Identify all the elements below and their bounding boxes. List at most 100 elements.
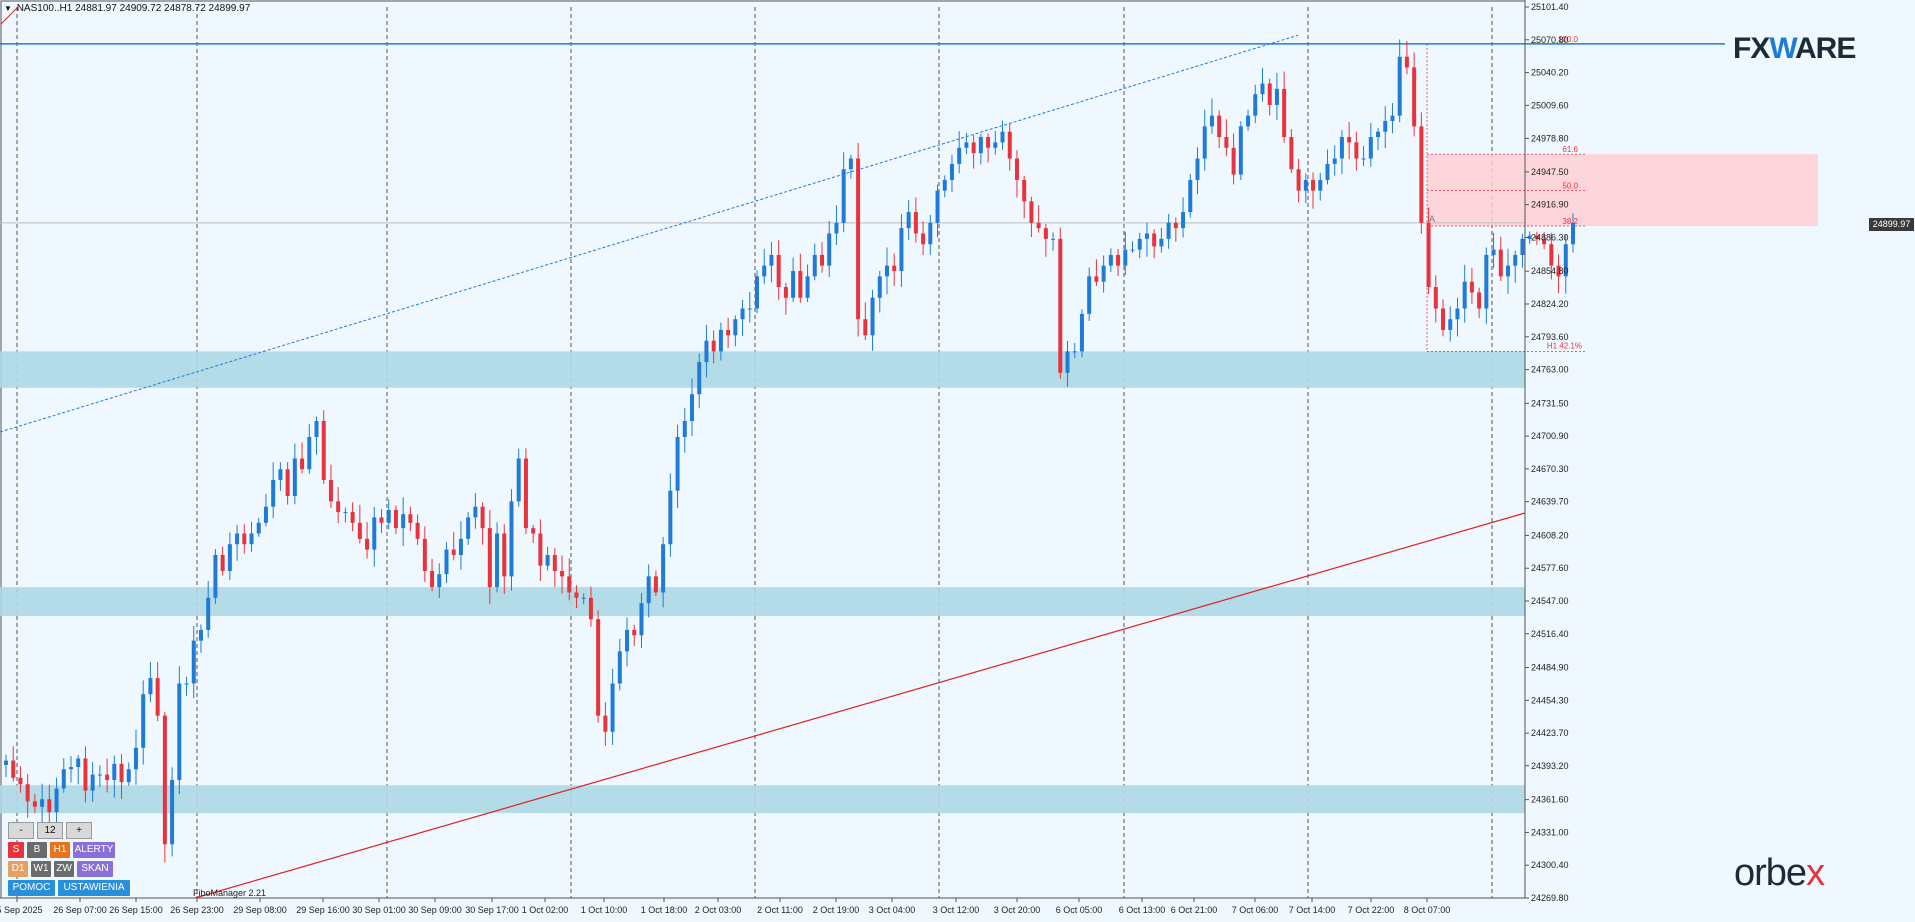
candle-body-84 xyxy=(610,683,615,732)
candle-body-48 xyxy=(350,512,355,523)
candle-body-140 xyxy=(1014,158,1019,180)
candle-body-85 xyxy=(617,651,622,684)
y-tick-label-16: 24608.20 xyxy=(1531,530,1569,540)
candle-body-44 xyxy=(321,421,326,480)
candle-body-204 xyxy=(1477,292,1482,309)
y-tick-label-15: 24639.70 xyxy=(1531,497,1569,507)
candle-body-105 xyxy=(762,265,767,277)
candle-body-10 xyxy=(76,758,81,768)
candle-body-195 xyxy=(1412,67,1417,127)
candle-body-61 xyxy=(444,549,449,575)
panel-button-s[interactable]: S xyxy=(8,842,24,858)
candle-body-28 xyxy=(206,597,211,630)
current-price-tag: 24899.97 xyxy=(1869,218,1914,231)
candle-body-65 xyxy=(473,506,478,518)
candle-body-54 xyxy=(393,509,398,529)
candle-body-8 xyxy=(61,769,66,789)
candle-body-124 xyxy=(899,228,904,271)
candle-body-96 xyxy=(697,362,702,395)
panel-button-pomoc[interactable]: POMOC xyxy=(8,880,55,896)
candle-body-17 xyxy=(126,769,131,783)
candle-body-191 xyxy=(1383,121,1388,132)
candle-body-216 xyxy=(1563,244,1568,277)
candle-body-192 xyxy=(1390,115,1395,121)
y-tick-label-26: 24300.40 xyxy=(1531,860,1569,870)
candle-body-177 xyxy=(1282,88,1287,138)
x-tick-label-14: 2 Oct 19:00 xyxy=(813,905,860,915)
panel-button-ustawienia[interactable]: USTAWIENIA xyxy=(58,880,130,896)
candlesticks[interactable] xyxy=(4,39,1575,863)
candle-body-209 xyxy=(1513,254,1518,266)
y-tick-label-27: 24269.80 xyxy=(1531,893,1569,903)
candle-body-15 xyxy=(112,763,117,780)
candle-body-211 xyxy=(1527,235,1532,239)
collapse-triangle-icon[interactable]: ▼ xyxy=(4,4,12,13)
candle-body-126 xyxy=(913,212,918,234)
fib-level-label-2: 50.0 xyxy=(1562,182,1578,191)
x-tick-label-10: 1 Oct 10:00 xyxy=(581,905,628,915)
y-tick-label-7: 24886.30 xyxy=(1531,232,1569,242)
increase-button[interactable]: + xyxy=(66,822,92,839)
candle-body-200 xyxy=(1448,319,1453,330)
candle-body-3 xyxy=(25,784,30,802)
candle-body-136 xyxy=(986,137,991,148)
panel-button-d1[interactable]: D1 xyxy=(8,861,28,877)
fib-level-label-3: 38.2 xyxy=(1562,217,1578,226)
corner-trend-line xyxy=(0,7,18,25)
x-tick-label-17: 3 Oct 20:00 xyxy=(994,905,1041,915)
candle-body-168 xyxy=(1217,115,1222,138)
candle-body-173 xyxy=(1253,94,1258,116)
candle-body-43 xyxy=(314,421,319,438)
candle-body-86 xyxy=(625,629,630,652)
y-tick-label-6: 24916.90 xyxy=(1531,200,1569,210)
candle-body-62 xyxy=(451,549,456,555)
candle-body-196 xyxy=(1419,126,1424,223)
y-tick-label-1: 25070.80 xyxy=(1531,35,1569,45)
candle-body-69 xyxy=(502,533,507,577)
candle-body-145 xyxy=(1051,238,1056,240)
x-tick-label-18: 6 Oct 05:00 xyxy=(1056,905,1103,915)
candle-body-26 xyxy=(191,640,196,684)
candle-body-50 xyxy=(365,538,370,550)
count-field[interactable]: 12 xyxy=(37,822,63,839)
candle-body-9 xyxy=(68,767,73,770)
candle-body-178 xyxy=(1289,137,1294,170)
candle-body-14 xyxy=(105,774,110,780)
candle-body-128 xyxy=(928,222,933,245)
panel-button-h1[interactable]: H1 xyxy=(50,842,70,858)
candle-body-87 xyxy=(632,629,637,636)
candle-body-94 xyxy=(682,421,687,438)
panel-button-skan[interactable]: SKAN xyxy=(77,861,113,877)
candle-body-125 xyxy=(906,212,911,229)
candle-body-104 xyxy=(755,276,760,309)
panel-button-b[interactable]: B xyxy=(27,842,47,858)
candle-body-77 xyxy=(560,571,565,577)
x-tick-label-24: 8 Oct 07:00 xyxy=(1404,905,1451,915)
candle-body-20 xyxy=(148,678,153,695)
candle-body-156 xyxy=(1130,249,1135,251)
candle-body-179 xyxy=(1296,169,1301,191)
ohlc-values: 24881.97 24909.72 24878.72 24899.97 xyxy=(75,3,251,14)
fibo-manager-panel: - 12 + S B H1 ALERTY D1 W1 ZW SKAN POMOC USTAWI… xyxy=(8,822,130,899)
candle-body-159 xyxy=(1152,233,1157,247)
candle-body-24 xyxy=(177,683,182,780)
candle-body-64 xyxy=(466,517,471,539)
fib-retracement-zone xyxy=(1427,154,1818,226)
fibo-manager-label: FiboManager 2.21 xyxy=(193,888,267,898)
candle-body-30 xyxy=(220,554,225,571)
orbex-logo: orbex xyxy=(1734,852,1825,894)
panel-button-alerty[interactable]: ALERTY xyxy=(73,842,115,858)
x-tick-label-0: 25 Sep 2025 xyxy=(0,905,43,915)
decrease-button[interactable]: - xyxy=(8,822,34,839)
fib-level-label-1: 61.6 xyxy=(1562,145,1578,154)
candle-body-202 xyxy=(1462,281,1467,309)
candle-body-99 xyxy=(718,329,723,352)
candle-body-29 xyxy=(213,554,218,598)
panel-button-w1[interactable]: W1 xyxy=(31,861,51,877)
candle-body-113 xyxy=(819,254,824,266)
panel-button-zw[interactable]: ZW xyxy=(54,861,74,877)
symbol-label: NAS100..H1 xyxy=(16,3,73,14)
candle-body-70 xyxy=(509,501,514,577)
y-tick-label-14: 24670.30 xyxy=(1531,464,1569,474)
